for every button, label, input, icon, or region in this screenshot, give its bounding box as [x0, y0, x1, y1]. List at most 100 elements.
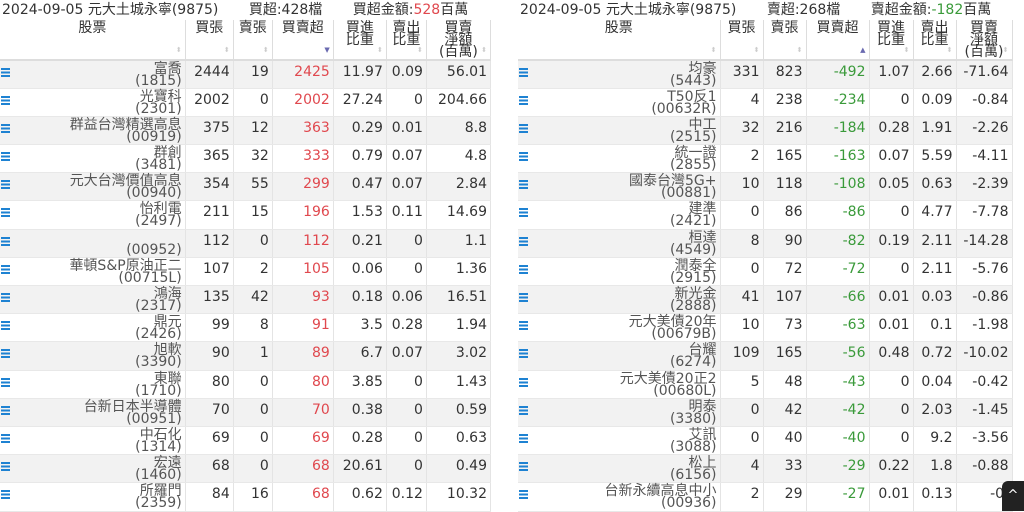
sort-icon[interactable]: ⬍ — [376, 46, 383, 54]
column-header-2[interactable]: 賣張 ⬍ — [763, 20, 807, 61]
stock-cell[interactable]: 富喬 (1815) — [0, 60, 186, 89]
sort-icon[interactable]: ▲ — [860, 46, 866, 54]
table-row[interactable]: 台新永續高息中小 (00936) 2 29 -27 0.01 0.13 -0. — [518, 482, 1013, 512]
stock-cell[interactable]: 華頓S&P原油正二 (00715L) — [0, 257, 186, 287]
table-row[interactable]: 松上 (6156) 4 33 -29 0.22 1.8 -0.88 — [518, 454, 1013, 484]
column-header-0[interactable]: 股票 ⬍ — [518, 20, 721, 61]
table-row[interactable]: 富喬 (1815) 2444 19 2425 11.97 0.09 56.01 — [0, 60, 492, 89]
table-row[interactable]: 台新日本半導體 (00951) 70 0 70 0.38 0 0.59 — [0, 398, 492, 427]
list-icon[interactable] — [1, 152, 10, 162]
column-header-4[interactable]: 買進 比重 ⬍ — [869, 20, 914, 61]
stock-cell[interactable]: 艾訊 (3088) — [518, 426, 721, 456]
table-row[interactable]: 群益台灣精選高息 (00919) 375 12 363 0.29 0.01 8.8 — [0, 116, 492, 146]
list-icon[interactable] — [1, 377, 10, 387]
table-row[interactable]: 建準 (2421) 0 86 -86 0 4.77 -7.78 — [518, 200, 1013, 230]
stock-cell[interactable]: 光寶科 (2301) — [0, 88, 186, 117]
column-header-1[interactable]: 買張 ⬍ — [185, 20, 234, 61]
list-icon[interactable] — [519, 405, 528, 415]
stock-cell[interactable]: 台耀 (6274) — [518, 341, 721, 371]
column-header-1[interactable]: 買張 ⬍ — [720, 20, 764, 61]
sort-icon[interactable]: ⬍ — [946, 46, 953, 54]
column-header-0[interactable]: 股票 ⬍ — [0, 20, 186, 61]
column-header-3[interactable]: 買賣超 ▼ — [272, 20, 334, 61]
list-icon[interactable] — [1, 490, 10, 500]
stock-cell[interactable]: 元大美債20年 (00679B) — [518, 313, 721, 343]
sort-icon[interactable]: ⬍ — [1002, 46, 1009, 54]
table-row[interactable]: 華頓S&P原油正二 (00715L) 107 2 105 0.06 0 1.36 — [0, 257, 492, 287]
list-icon[interactable] — [1, 433, 10, 443]
list-icon[interactable] — [1, 180, 10, 190]
column-header-5[interactable]: 賣出 比重 ⬍ — [386, 20, 427, 61]
sort-icon[interactable]: ⬍ — [223, 46, 230, 54]
stock-cell[interactable]: 鼎元 (2426) — [0, 313, 186, 343]
list-icon[interactable] — [519, 180, 528, 190]
list-icon[interactable] — [519, 462, 528, 472]
list-icon[interactable] — [1, 462, 10, 472]
stock-cell[interactable]: 建準 (2421) — [518, 200, 721, 230]
table-row[interactable]: 光寶科 (2301) 2002 0 2002 27.24 0 204.66 — [0, 88, 492, 117]
table-row[interactable]: 鼎元 (2426) 99 8 91 3.5 0.28 1.94 — [0, 313, 492, 343]
list-icon[interactable] — [1, 95, 10, 105]
stock-cell[interactable]: 桓達 (4549) — [518, 229, 721, 258]
stock-cell[interactable]: 東聯 (1710) — [0, 370, 186, 399]
stock-cell[interactable]: 中石化 (1314) — [0, 426, 186, 456]
list-icon[interactable] — [519, 377, 528, 387]
column-header-5[interactable]: 賣出 比重 ⬍ — [913, 20, 957, 61]
table-row[interactable]: 宏遠 (1460) 68 0 68 20.61 0 0.49 — [0, 454, 492, 484]
list-icon[interactable] — [1, 236, 10, 246]
list-icon[interactable] — [519, 293, 528, 302]
table-row[interactable]: 艾訊 (3088) 0 40 -40 0 9.2 -3.56 — [518, 426, 1013, 456]
list-icon[interactable] — [1, 264, 10, 274]
stock-cell[interactable]: 中工 (2515) — [518, 116, 721, 146]
list-icon[interactable] — [519, 95, 528, 105]
table-row[interactable]: 群創 (3481) 365 32 333 0.79 0.07 4.8 — [0, 144, 492, 174]
stock-cell[interactable]: 宏遠 (1460) — [0, 454, 186, 484]
stock-cell[interactable]: 明泰 (3380) — [518, 398, 721, 427]
stock-cell[interactable]: 均豪 (5443) — [518, 60, 721, 89]
sort-icon[interactable]: ⬍ — [753, 46, 760, 54]
table-row[interactable]: 旭軟 (3390) 90 1 89 6.7 0.07 3.02 — [0, 341, 492, 371]
table-row[interactable]: 怡利電 (2497) 211 15 196 1.53 0.11 14.69 — [0, 200, 492, 230]
sort-icon[interactable]: ⬍ — [796, 46, 803, 54]
sort-icon[interactable]: ⬍ — [903, 46, 910, 54]
stock-cell[interactable]: 統一證 (2855) — [518, 144, 721, 174]
stock-cell[interactable]: 鴻海 (2317) — [0, 285, 186, 315]
list-icon[interactable] — [1, 293, 10, 302]
list-icon[interactable] — [1, 68, 10, 77]
stock-cell[interactable]: 群創 (3481) — [0, 144, 186, 174]
stock-cell[interactable]: 怡利電 (2497) — [0, 200, 186, 230]
list-icon[interactable] — [519, 264, 528, 274]
stock-cell[interactable]: 國泰台灣5G+ (00881) — [518, 172, 721, 202]
sort-icon[interactable]: ⬍ — [262, 46, 269, 54]
table-row[interactable]: 潤泰全 (2915) 0 72 -72 0 2.11 -5.76 — [518, 257, 1013, 287]
table-row[interactable]: 均豪 (5443) 331 823 -492 1.07 2.66 -71.64 — [518, 60, 1013, 89]
table-row[interactable]: (00952) 112 0 112 0.21 0 1.1 — [0, 229, 492, 258]
list-icon[interactable] — [519, 208, 528, 218]
stock-cell[interactable]: 旭軟 (3390) — [0, 341, 186, 371]
column-header-6[interactable]: 買賣 淨額 (百萬) ⬍ — [426, 20, 492, 61]
table-row[interactable]: T50反1 (00632R) 4 238 -234 0 0.09 -0.84 — [518, 88, 1013, 117]
list-icon[interactable] — [519, 490, 528, 500]
column-header-3[interactable]: 買賣超 ▲ — [806, 20, 870, 61]
sort-icon[interactable]: ⬍ — [417, 46, 423, 54]
list-icon[interactable] — [1, 123, 10, 133]
table-row[interactable]: 國泰台灣5G+ (00881) 10 118 -108 0.05 0.63 -2.39 — [518, 172, 1013, 202]
stock-cell[interactable]: 松上 (6156) — [518, 454, 721, 484]
table-row[interactable]: 元大台灣價值高息 (00940) 354 55 299 0.47 0.07 2.84 — [0, 172, 492, 202]
stock-cell[interactable]: 新光金 (2888) — [518, 285, 721, 315]
list-icon[interactable] — [519, 152, 528, 162]
stock-cell[interactable]: T50反1 (00632R) — [518, 88, 721, 117]
stock-cell[interactable]: (00952) — [0, 229, 186, 258]
sort-icon[interactable]: ⬍ — [481, 46, 487, 54]
stock-cell[interactable]: 群益台灣精選高息 (00919) — [0, 116, 186, 146]
table-row[interactable]: 所羅門 (2359) 84 16 68 0.62 0.12 10.32 — [0, 482, 492, 512]
list-icon[interactable] — [519, 349, 528, 359]
sort-icon[interactable]: ⬍ — [175, 46, 182, 54]
table-row[interactable]: 統一證 (2855) 2 165 -163 0.07 5.59 -4.11 — [518, 144, 1013, 174]
table-row[interactable]: 明泰 (3380) 0 42 -42 0 2.03 -1.45 — [518, 398, 1013, 427]
column-header-4[interactable]: 買進 比重 ⬍ — [333, 20, 387, 61]
stock-cell[interactable]: 台新日本半導體 (00951) — [0, 398, 186, 427]
stock-cell[interactable]: 台新永續高息中小 (00936) — [518, 482, 721, 512]
table-row[interactable]: 新光金 (2888) 41 107 -66 0.01 0.03 -0.86 — [518, 285, 1013, 315]
table-row[interactable]: 中石化 (1314) 69 0 69 0.28 0 0.63 — [0, 426, 492, 456]
